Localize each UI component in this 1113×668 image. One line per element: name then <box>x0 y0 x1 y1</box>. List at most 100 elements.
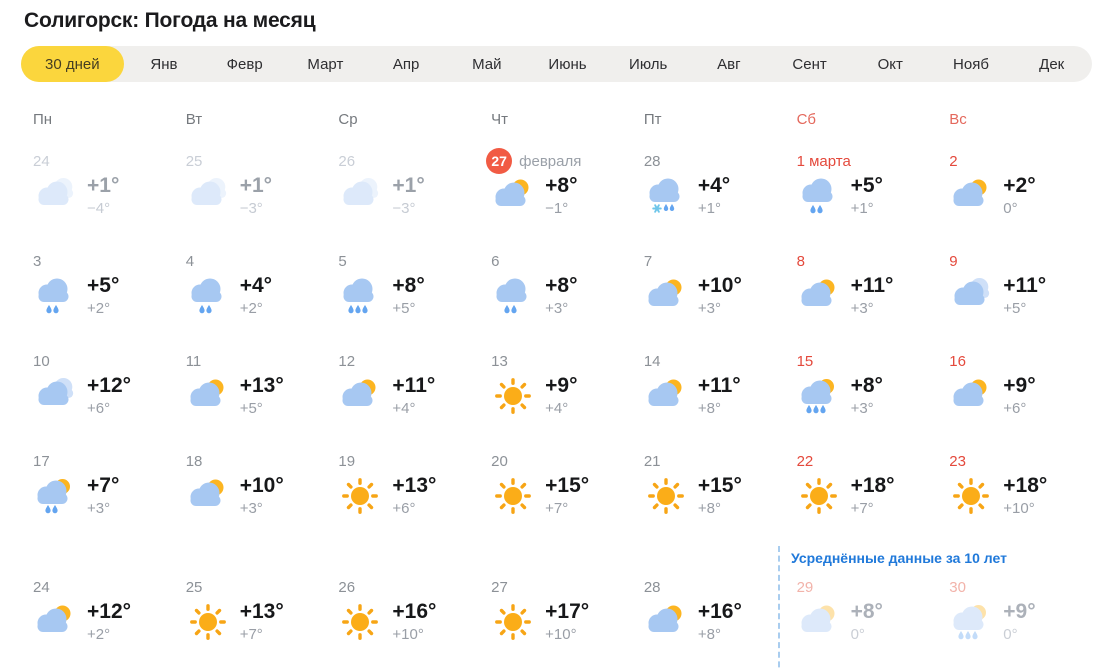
day-cell-30[interactable]: 30 +9° 0° <box>940 567 1093 667</box>
day-cell-16[interactable]: 16 +9° +6° <box>940 341 1093 441</box>
day-cell-28[interactable]: 28 +4° +1° <box>635 141 788 241</box>
day-weather: +7° +3° <box>33 474 177 518</box>
month-tab-bar: 30 дней Янв Февр Март Апр Май Июнь Июль Авг Сент О… <box>21 46 1092 82</box>
tab-month-8[interactable]: Авг <box>717 55 741 73</box>
day-temps: +1° −4° <box>87 174 119 218</box>
tab-month-7[interactable]: Июль <box>629 55 668 73</box>
day-cell-28[interactable]: 28 +16° +8° <box>635 567 788 667</box>
day-cell-18[interactable]: 18 +10° +3° <box>177 441 330 541</box>
day-temps: +16° +8° <box>698 600 742 644</box>
low-temp: +10° <box>1003 500 1035 517</box>
tab-month-9[interactable]: Сент <box>792 55 827 73</box>
high-temp: +18° <box>850 474 895 497</box>
day-cell-13[interactable]: 13 +9° +4° <box>482 341 635 441</box>
day-cell-12[interactable]: 12 +11° +4° <box>329 341 482 441</box>
tab-month-4[interactable]: Апр <box>392 55 420 73</box>
tab-month-3[interactable]: Март <box>307 55 344 73</box>
day-cell-14[interactable]: 14 +11° +8° <box>635 341 788 441</box>
tab-30-days[interactable]: 30 дней <box>21 46 124 82</box>
high-temp: +13° <box>239 600 284 623</box>
tab-month-10[interactable]: Окт <box>877 55 903 73</box>
tab-month-11[interactable]: Нояб <box>953 55 989 73</box>
day-weather: +10° +3° <box>186 474 330 518</box>
tab-month-5[interactable]: Май <box>472 55 502 73</box>
day-temps: +5° +2° <box>87 274 119 318</box>
low-temp: 0° <box>1003 200 1018 217</box>
day-cell-21[interactable]: 21 +15° +8° <box>635 441 788 541</box>
day-number: 25 <box>185 578 203 596</box>
low-temp: +2° <box>87 626 111 643</box>
partly-cloudy-icon <box>797 603 841 641</box>
high-temp: +9° <box>1003 600 1036 623</box>
high-temp: +11° <box>697 374 741 397</box>
rain-icon <box>186 277 230 315</box>
day-cell-5[interactable]: 5 +8° +5° <box>329 241 482 341</box>
tab-month-1[interactable]: Янв <box>150 55 178 73</box>
day-cell-25[interactable]: 25 +1° −3° <box>177 141 330 241</box>
day-cell-26[interactable]: 26 +1° −3° <box>329 141 482 241</box>
day-cell-4[interactable]: 4 +4° +2° <box>177 241 330 341</box>
high-temp: +8° <box>850 374 883 397</box>
day-cell-11[interactable]: 11 +13° +5° <box>177 341 330 441</box>
day-cell-1[interactable]: 1 марта +5° +1° <box>788 141 941 241</box>
day-weather: +8° +5° <box>338 274 482 318</box>
day-temps: +9° +6° <box>1003 374 1035 418</box>
high-temp: +15° <box>697 474 742 497</box>
tab-month-12[interactable]: Дек <box>1039 55 1065 73</box>
low-temp: +5° <box>239 400 263 417</box>
today-badge: 27 <box>486 148 513 174</box>
day-cell-3[interactable]: 3 +5° +2° <box>24 241 177 341</box>
tab-month-6[interactable]: Июнь <box>548 55 587 73</box>
day-weather: +8° 0° <box>797 600 941 644</box>
avg-note-label: Усреднённые данные за 10 лет <box>791 550 1007 566</box>
day-cell-23[interactable]: 23 +18° +10° <box>940 441 1093 541</box>
day-temps: +11° +8° <box>698 374 741 418</box>
low-temp: +7° <box>545 500 569 517</box>
day-cell-20[interactable]: 20 +15° +7° <box>482 441 635 541</box>
day-temps: +5° +1° <box>851 174 883 218</box>
day-temps: +4° +2° <box>240 274 272 318</box>
day-cell-26[interactable]: 26 +16° +10° <box>329 567 482 667</box>
day-cell-10[interactable]: 10 +12° +6° <box>24 341 177 441</box>
page-title: Солигорск: Погода на месяц <box>24 9 316 32</box>
day-cell-9[interactable]: 9 +11° +5° <box>940 241 1093 341</box>
low-temp: +2° <box>239 300 263 317</box>
day-weather: +11° +4° <box>338 374 482 418</box>
day-cell-27[interactable]: 27 +17° +10° <box>482 567 635 667</box>
day-cell-27[interactable]: 27 февраля +8° −1° <box>482 141 635 241</box>
day-number: 13 <box>491 352 508 370</box>
rain-icon <box>33 277 77 315</box>
day-temps: +8° 0° <box>851 600 883 644</box>
day-cell-24[interactable]: 24 +12° +2° <box>24 567 177 667</box>
day-cell-7[interactable]: 7 +10° +3° <box>635 241 788 341</box>
day-cell-6[interactable]: 6 +8° +3° <box>482 241 635 341</box>
day-cell-2[interactable]: 2 +2° 0° <box>940 141 1093 241</box>
sun-rain-icon <box>33 477 77 515</box>
high-temp: +17° <box>545 600 590 623</box>
high-temp: +7° <box>87 474 120 497</box>
month-suffix-label: февраля <box>519 152 582 170</box>
tab-month-2[interactable]: Февр <box>226 55 263 73</box>
day-weather: +15° +7° <box>491 474 635 518</box>
partly-cloudy-icon <box>644 603 688 641</box>
day-cell-19[interactable]: 19 +13° +6° <box>329 441 482 541</box>
day-number: 22 <box>796 452 814 470</box>
high-temp: +16° <box>392 600 437 623</box>
day-cell-22[interactable]: 22 +18° +7° <box>788 441 941 541</box>
high-temp: +5° <box>850 174 883 197</box>
day-cell-29[interactable]: 29 +8° 0° <box>788 567 941 667</box>
high-temp: +4° <box>697 174 731 197</box>
day-number: 23 <box>949 452 966 470</box>
sunny-icon <box>338 477 382 515</box>
day-cell-17[interactable]: 17 +7° +3° <box>24 441 177 541</box>
day-temps: +4° +1° <box>698 174 730 218</box>
day-cell-25[interactable]: 25 +13° +7° <box>177 567 330 667</box>
day-cell-8[interactable]: 8 +11° +3° <box>788 241 941 341</box>
high-temp: +1° <box>87 174 120 197</box>
weekday-header-row: Пн Вт Ср Чт Пт Сб Вс <box>24 111 1093 129</box>
day-temps: +12° +6° <box>87 374 131 418</box>
day-cell-15[interactable]: 15 +8° +3° <box>788 341 941 441</box>
day-number: 4 <box>185 252 195 270</box>
day-number: 24 <box>33 152 50 170</box>
day-cell-24[interactable]: 24 +1° −4° <box>24 141 177 241</box>
